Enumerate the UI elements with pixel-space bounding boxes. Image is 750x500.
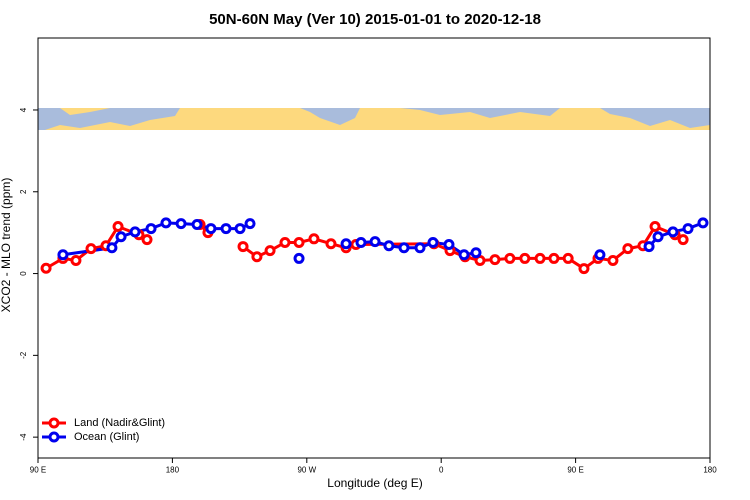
data-point (652, 231, 664, 243)
data-point (40, 262, 52, 274)
data-point (340, 238, 352, 250)
data-point (504, 252, 516, 264)
data-point (293, 236, 305, 248)
data-point (489, 254, 501, 266)
data-point (355, 236, 367, 248)
x-tick-label: 0 (439, 466, 444, 475)
data-point (414, 242, 426, 254)
data-point (594, 249, 606, 261)
x-tick-label: 180 (166, 466, 180, 475)
data-point (667, 226, 679, 238)
data-point (175, 218, 187, 230)
data-point (220, 223, 232, 235)
series-line (62, 221, 704, 257)
y-tick-label: -4 (19, 433, 28, 441)
data-point (369, 236, 381, 248)
data-point (191, 218, 203, 230)
chart-title: 50N-60N May (Ver 10) 2015-01-01 to 2020-… (209, 11, 541, 28)
data-point (237, 241, 249, 253)
y-tick-label: 0 (19, 271, 28, 276)
data-point (264, 245, 276, 257)
data-point (427, 236, 439, 248)
y-tick-label: 4 (19, 107, 28, 112)
data-point (578, 263, 590, 275)
data-point (607, 254, 619, 266)
legend-swatch (48, 431, 60, 443)
data-point (112, 221, 124, 233)
plot-frame (37, 37, 711, 459)
data-point (160, 217, 172, 229)
y-tick-label: 2 (19, 189, 28, 194)
x-axis-label: Longitude (deg E) (327, 476, 422, 490)
data-point (141, 234, 153, 246)
data-point (205, 223, 217, 235)
data-point (677, 234, 689, 246)
data-point (325, 238, 337, 250)
data-point (562, 252, 574, 264)
data-point (145, 223, 157, 235)
data-point (70, 254, 82, 266)
data-point (682, 223, 694, 235)
map-strip (38, 108, 710, 130)
data-point (251, 251, 263, 263)
x-tick-label: 90 E (567, 466, 583, 475)
data-point (57, 249, 69, 261)
data-point (279, 236, 291, 248)
x-tick-label: 90 W (297, 466, 316, 475)
data-point (85, 243, 97, 255)
data-point (474, 254, 486, 266)
data-point (383, 240, 395, 252)
data-point (129, 226, 141, 238)
data-point (106, 242, 118, 254)
data-point (293, 252, 305, 264)
data-point (643, 241, 655, 253)
legend-label: Ocean (Glint) (74, 431, 139, 443)
data-point (649, 221, 661, 233)
data-point (308, 233, 320, 245)
data-point (697, 217, 709, 229)
x-tick-label: 180 (703, 466, 717, 475)
data-point (548, 252, 560, 264)
legend-label: Land (Nadir&Glint) (74, 417, 165, 429)
data-point (458, 249, 470, 261)
data-point (519, 252, 531, 264)
data-point (534, 252, 546, 264)
x-tick-label: 90 E (30, 466, 46, 475)
data-point (470, 247, 482, 259)
legend-swatch (48, 417, 60, 429)
data-point (244, 218, 256, 230)
y-tick-label: -2 (19, 351, 28, 359)
data-point (398, 242, 410, 254)
data-point (234, 223, 246, 235)
data-point (443, 239, 455, 251)
data-point (622, 243, 634, 255)
data-point (115, 231, 127, 243)
y-axis-label: XCO2 - MLO trend (ppm) (0, 178, 13, 313)
